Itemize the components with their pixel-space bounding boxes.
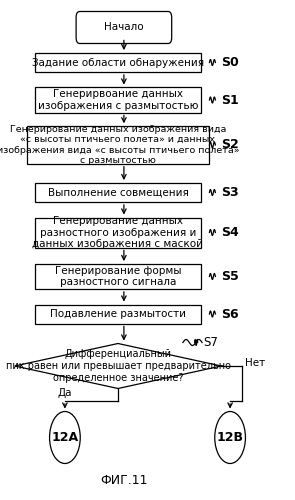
- Circle shape: [215, 412, 245, 464]
- Text: S4: S4: [221, 226, 239, 239]
- Text: S3: S3: [221, 186, 239, 199]
- Text: Задание области обнаружения: Задание области обнаружения: [32, 58, 204, 68]
- Text: Генерирование данных изображения вида
«с высоты птичьего полета» и данных
изобра: Генерирование данных изображения вида «с…: [0, 125, 239, 165]
- Circle shape: [50, 412, 80, 464]
- Bar: [35, 183, 201, 202]
- Text: Генерирование данных
разностного изображения и
данных изображения с маской: Генерирование данных разностного изображ…: [32, 216, 204, 249]
- Text: 12A: 12A: [51, 431, 78, 444]
- FancyBboxPatch shape: [76, 12, 172, 44]
- Text: S2: S2: [221, 138, 239, 151]
- Text: Нет: Нет: [245, 358, 265, 368]
- Text: Да: Да: [58, 388, 72, 398]
- Bar: [35, 53, 201, 72]
- Bar: [35, 264, 201, 289]
- Text: S0: S0: [221, 56, 239, 69]
- Bar: [35, 88, 201, 112]
- Text: 12B: 12B: [217, 431, 244, 444]
- Text: S5: S5: [221, 270, 239, 283]
- Bar: [27, 126, 209, 164]
- Text: Дифференциальный
пик равен или превышает предварительно
определенное значение?: Дифференциальный пик равен или превышает…: [6, 350, 230, 382]
- Text: ФИГ.11: ФИГ.11: [100, 474, 148, 488]
- Text: S7: S7: [204, 336, 218, 349]
- Text: Генерирование формы
разностного сигнала: Генерирование формы разностного сигнала: [55, 266, 181, 287]
- Text: Начало: Начало: [104, 22, 144, 32]
- Text: Генерирвоание данных
изображения с размытостью: Генерирвоание данных изображения с размы…: [38, 89, 198, 111]
- Text: S6: S6: [221, 308, 239, 320]
- Polygon shape: [15, 344, 221, 388]
- Text: Подавление размытости: Подавление размытости: [50, 309, 186, 319]
- Bar: [35, 218, 201, 248]
- Text: S1: S1: [221, 94, 239, 106]
- Text: Выполнение совмещения: Выполнение совмещения: [47, 188, 189, 198]
- Bar: [35, 304, 201, 324]
